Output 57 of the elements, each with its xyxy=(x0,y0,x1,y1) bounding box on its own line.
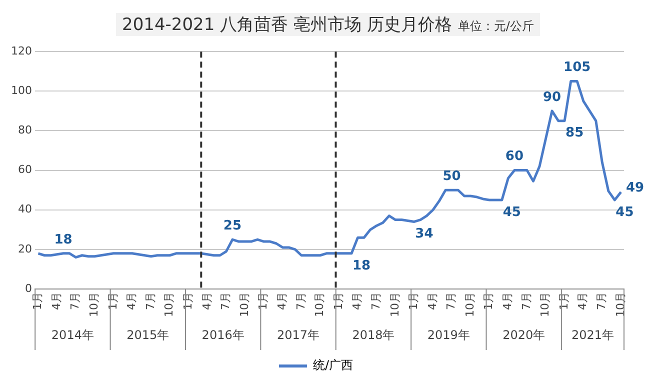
text: 2018年 xyxy=(352,328,395,342)
data-label: 85 xyxy=(566,126,584,141)
x-tick-label: 1月 xyxy=(106,292,120,310)
y-tick-label: 0 xyxy=(24,282,32,295)
x-tick-label: 4月 xyxy=(200,292,214,310)
x-tick-label: 10月 xyxy=(162,292,176,318)
x-tick-label: 7月 xyxy=(444,292,458,310)
data-label: 50 xyxy=(442,168,461,184)
x-tick-label: 10月 xyxy=(388,292,402,318)
x-tick-label: 7月 xyxy=(68,292,82,310)
x-tick-label: 4月 xyxy=(426,292,439,310)
x-tick-label: 1月 xyxy=(181,292,194,310)
text: 2021年 xyxy=(571,328,614,342)
text: 2015年 xyxy=(126,328,170,342)
data-label: 90 xyxy=(542,90,562,105)
x-tick-label: 4月 xyxy=(275,292,288,310)
text: 2019年 xyxy=(427,328,470,342)
data-label: 60 xyxy=(505,149,524,164)
x-tick-label: 1月 xyxy=(557,292,570,310)
data-label: 45 xyxy=(616,204,634,220)
x-tick-label: 7月 xyxy=(520,292,533,310)
text: 2017年 xyxy=(276,328,320,342)
data-label: 49 xyxy=(626,180,644,196)
x-tick-label: 7月 xyxy=(595,292,608,310)
data-label: 34 xyxy=(415,226,434,242)
x-tick-label: 7月 xyxy=(369,292,382,310)
x-tick-label: 7月 xyxy=(219,292,232,310)
y-tick-label: 120 xyxy=(10,44,32,58)
x-tick-label: 4月 xyxy=(501,292,514,310)
x-tick-label: 4月 xyxy=(50,292,63,310)
x-tick-label: 4月 xyxy=(350,292,364,310)
x-tick-label: 10月 xyxy=(313,292,326,318)
x-tick-label: 10月 xyxy=(463,292,476,318)
text: 2020年 xyxy=(502,328,546,342)
y-tick-label: 80 xyxy=(18,124,32,137)
x-tick-label: 10月 xyxy=(238,292,251,318)
chart-title: 2014-2021 八角茴香 亳州市场 历史月价格 xyxy=(122,15,452,35)
x-tick-label: 1月 xyxy=(332,292,345,310)
x-tick-label: 4月 xyxy=(576,292,590,310)
x-tick-label: 4月 xyxy=(125,292,138,310)
data-label: 18 xyxy=(352,258,371,274)
text: 2014年 xyxy=(51,328,94,342)
x-tick-label: 10月 xyxy=(538,292,552,318)
text: 2016年 xyxy=(202,328,244,342)
y-tick-label: 40 xyxy=(18,202,32,216)
x-tick-label: 10月 xyxy=(87,292,100,318)
y-tick-label: 60 xyxy=(18,163,32,176)
y-tick-label: 100 xyxy=(10,84,32,98)
chart-subtitle: 单位：元/公斤 xyxy=(458,19,534,33)
data-label: 105 xyxy=(564,60,591,76)
data-label: 25 xyxy=(223,218,242,234)
y-tick-label: 20 xyxy=(18,242,32,256)
data-label: 18 xyxy=(54,232,72,248)
x-tick-label: 7月 xyxy=(144,292,157,310)
data-label: 45 xyxy=(502,204,521,220)
legend-label: 统/广西 xyxy=(312,358,354,372)
x-tick-label: 7月 xyxy=(294,292,308,310)
